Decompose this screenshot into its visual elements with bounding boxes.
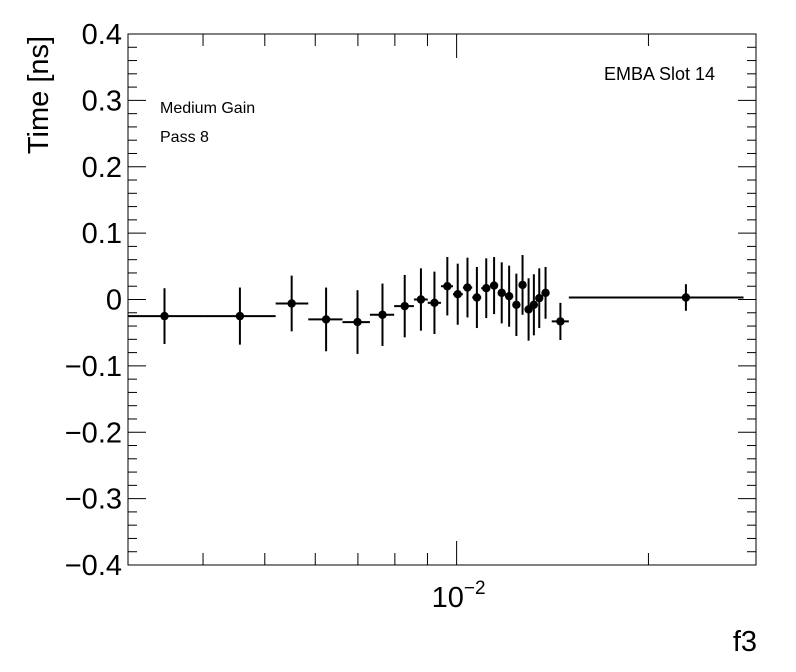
data-point [275,275,309,332]
point-marker [287,299,296,308]
data-point [518,255,527,315]
point-marker [489,281,499,290]
point-marker [416,295,426,304]
data-point [497,262,506,324]
y-tick-label: 0.3 [82,85,122,117]
data-point [512,273,521,337]
point-marker [681,293,691,302]
point-marker [321,315,331,324]
data-point [551,302,569,340]
data-point [440,257,453,316]
data-point [489,257,499,315]
point-marker [529,300,539,310]
y-tick-label: −0.4 [65,550,122,582]
y-tick-label: −0.2 [65,417,122,449]
data-point [452,263,463,325]
annotation-pass: Pass 8 [160,129,209,146]
point-marker [556,317,565,326]
data-point [394,274,414,338]
y-tick-label: −0.1 [65,351,122,383]
point-marker [541,288,550,298]
y-tick-label: −0.3 [65,484,122,516]
data-point [529,274,539,336]
data-point [203,287,276,345]
point-marker [160,311,169,321]
x-axis-title: f3 [733,626,757,658]
data-point [504,265,514,327]
y-tick-label: 0.4 [82,19,122,51]
annotation-slot: EMBA Slot 14 [604,64,715,84]
point-marker [497,288,506,298]
data-point [128,288,204,344]
point-marker [535,293,544,303]
point-marker [453,289,462,299]
data-point [472,266,482,329]
data-point [462,257,473,318]
point-marker [353,317,362,327]
point-marker [518,280,527,290]
data-point [308,287,343,352]
data-point [541,266,550,319]
x-tick-label: 10−2 [432,578,486,614]
data-point [481,258,491,319]
axis-labels: Time [ns] f3 EMBA Slot 14 Medium Gain Pa… [23,36,757,658]
y-tick-label: 0.2 [82,152,122,184]
point-marker [430,298,439,308]
data-point [413,268,428,331]
y-tick-label: 0.1 [82,218,122,250]
point-marker [443,282,452,291]
annotation-gain: Medium Gain [160,100,255,117]
data-point [369,283,395,346]
point-marker [482,284,491,293]
point-marker [504,291,514,301]
point-marker [512,300,521,310]
point-marker [472,293,482,302]
point-marker [378,310,387,319]
data-point [342,290,370,354]
point-marker [235,311,245,321]
data-points-layer [128,255,744,354]
y-tick-label: 0 [106,285,122,317]
axis-ticks: 0.4 0.3 0.2 0.1 0 −0.1 −0.2 −0.3 −0.4 10−2 [65,19,756,614]
data-point [427,271,441,335]
data-point [535,268,544,329]
point-marker [463,283,472,292]
data-point [568,284,744,311]
y-axis-title: Time [ns] [23,36,55,154]
point-marker [400,301,409,311]
